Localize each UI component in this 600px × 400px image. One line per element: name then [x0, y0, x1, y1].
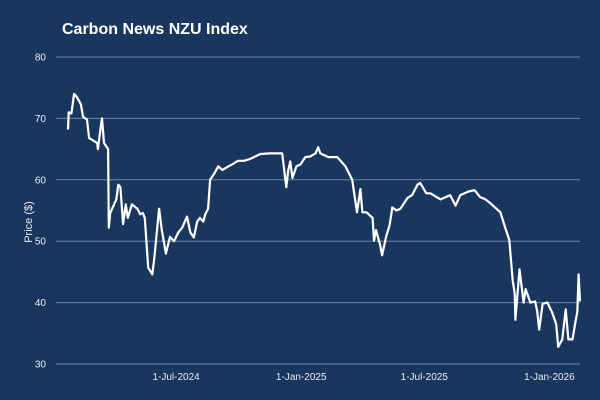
y-tick-label: 50 — [35, 237, 47, 248]
x-axis-ticks: 1-Jul-2024 1-Jan-2025 1-Jul-2025 1-Jan-2026 — [152, 372, 575, 383]
x-tick-label: 1-Jan-2026 — [524, 372, 575, 383]
y-tick-label: 80 — [35, 53, 47, 64]
y-axis-ticks: 30 40 50 60 70 80 — [35, 53, 47, 371]
y-axis-label: Price ($) — [23, 201, 35, 243]
x-tick-label: 1-Jul-2025 — [401, 372, 449, 383]
y-tick-label: 30 — [35, 360, 47, 371]
y-tick-label: 60 — [35, 175, 47, 186]
y-tick-label: 40 — [35, 298, 47, 309]
x-tick-label: 1-Jan-2025 — [276, 372, 327, 383]
chart-title: Carbon News NZU Index — [62, 21, 248, 38]
price-line — [66, 92, 582, 348]
x-tick-label: 1-Jul-2024 — [152, 372, 200, 383]
gridlines — [56, 56, 580, 365]
y-tick-label: 70 — [35, 114, 47, 125]
